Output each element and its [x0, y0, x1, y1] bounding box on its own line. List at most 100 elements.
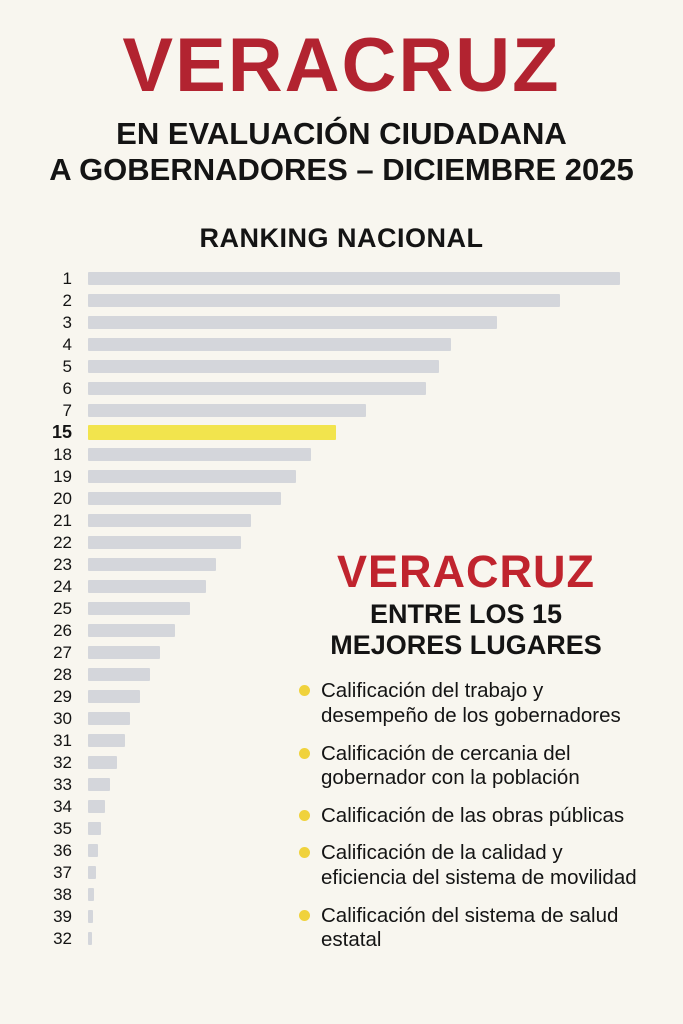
rank-label: 32 — [53, 928, 72, 948]
chart-row: 3 — [38, 312, 620, 334]
criteria-text: Calificación de las obras públicas — [321, 803, 625, 827]
bar-track — [88, 492, 620, 506]
rank-label: 24 — [53, 576, 72, 596]
chart-row: 34 — [38, 796, 620, 818]
rank-label: 22 — [53, 532, 72, 552]
rank-bar — [88, 272, 620, 286]
bar-track — [88, 646, 620, 660]
rank-bar — [88, 580, 206, 594]
bar-track — [88, 602, 620, 616]
chart-row: 15 — [38, 422, 620, 444]
bar-track — [88, 668, 620, 682]
chart-title: RANKING NACIONAL — [199, 222, 484, 253]
rank-bar — [88, 756, 118, 770]
list-item: Calificación de cercania del gobernador … — [299, 742, 643, 791]
list-item: Calificación del sistema de salud estata… — [299, 904, 643, 953]
page-subtitle: EN EVALUACIÓN CIUDADANA A GOBERNADORES –… — [0, 116, 683, 189]
bar-track — [88, 536, 620, 550]
list-item: Calificación del trabajo y desempeño de … — [299, 679, 643, 728]
chart-row: 6 — [38, 378, 620, 400]
bar-track — [88, 712, 620, 726]
subtitle-line-2: A GOBERNADORES – DICIEMBRE 2025 — [49, 152, 634, 188]
rank-bar — [88, 470, 296, 484]
chart-row: 27 — [38, 642, 620, 664]
rank-bar — [88, 712, 131, 726]
chart-row: 20 — [38, 488, 620, 510]
bar-track — [88, 558, 620, 572]
rank-label: 39 — [53, 906, 72, 926]
rank-bar — [88, 646, 161, 660]
rank-bar — [88, 382, 427, 396]
bullet-dot-icon — [299, 747, 310, 759]
chart-row: 18 — [38, 444, 620, 466]
chart-row: 33 — [38, 774, 620, 796]
rank-label: 19 — [53, 466, 72, 486]
bar-track — [88, 800, 620, 814]
chart-row: 32 — [38, 752, 620, 774]
panel-title: VERACRUZ — [336, 546, 595, 597]
chart-row: 23 — [38, 554, 620, 576]
chart-row: 24 — [38, 576, 620, 598]
rank-label: 23 — [53, 554, 72, 574]
ranking-chart: 1 2 3 4 5 6 7 15 18 19 20 21 22 23 24 25 26 27 28 29 30 31 32 3… — [0, 268, 683, 950]
rank-bar — [88, 690, 141, 704]
bar-track — [88, 425, 620, 441]
rank-label: 25 — [53, 598, 72, 618]
rank-bar — [88, 866, 96, 880]
criteria-text: Calificación de cercania del gobernador … — [321, 741, 580, 790]
panel-subtitle-line-1: ENTRE LOS 15 — [369, 599, 563, 630]
bar-track — [88, 360, 620, 374]
rank-bar — [88, 822, 102, 836]
rank-label: 34 — [53, 796, 72, 816]
subtitle-line-1: EN EVALUACIÓN CIUDADANA — [116, 115, 567, 151]
chart-row: 36 — [38, 840, 620, 862]
rank-label: 3 — [62, 312, 72, 332]
bullet-dot-icon — [299, 685, 310, 697]
rank-bar — [88, 338, 452, 352]
rank-bar — [88, 316, 497, 330]
chart-row: 22 — [38, 532, 620, 554]
rank-bar — [88, 888, 94, 902]
chart-row: 28 — [38, 664, 620, 686]
rank-bar — [88, 448, 311, 462]
rank-label: 4 — [62, 334, 72, 354]
chart-row: 26 — [38, 620, 620, 642]
rank-bar — [88, 602, 191, 616]
rank-label: 20 — [53, 488, 72, 508]
chart-row: 2 — [38, 290, 620, 312]
chart-row: 4 — [38, 334, 620, 356]
bar-track — [88, 910, 620, 924]
chart-row: 30 — [38, 708, 620, 730]
rank-bar — [88, 844, 99, 858]
rank-bar — [88, 536, 241, 550]
bar-track — [88, 756, 620, 770]
bar-track — [88, 624, 620, 638]
bar-track — [88, 448, 620, 462]
list-item: Calificación de las obras públicas — [299, 804, 643, 829]
bar-track — [88, 932, 620, 946]
panel-subtitle-line-2: MEJORES LUGARES — [330, 630, 602, 661]
criteria-text: Calificación del trabajo y desempeño de … — [321, 679, 621, 727]
bar-track — [88, 690, 620, 704]
rank-label: 28 — [53, 664, 72, 684]
rank-bar — [88, 778, 111, 792]
bullet-dot-icon — [299, 909, 310, 921]
bar-track — [88, 470, 620, 484]
page-title: VERACRUZ — [122, 23, 561, 108]
bullet-dot-icon — [299, 847, 310, 859]
rank-bar — [88, 910, 93, 924]
panel-subtitle: ENTRE LOS 15 MEJORES LUGARES — [293, 599, 673, 661]
bar-track — [88, 338, 620, 352]
rank-bar — [88, 668, 151, 682]
criteria-list: Calificación del trabajo y desempeño de … — [293, 679, 673, 952]
chart-row: 1 — [38, 268, 620, 290]
highlight-panel: VERACRUZ ENTRE LOS 15 MEJORES LUGARES Ca… — [293, 548, 673, 966]
bar-track — [88, 382, 620, 396]
rank-bar — [88, 932, 93, 946]
rank-label: 2 — [62, 290, 72, 310]
bar-track — [88, 778, 620, 792]
rank-bar — [88, 558, 216, 572]
rank-label: 27 — [53, 642, 72, 662]
criteria-text: Calificación del sistema de salud estata… — [321, 903, 619, 952]
